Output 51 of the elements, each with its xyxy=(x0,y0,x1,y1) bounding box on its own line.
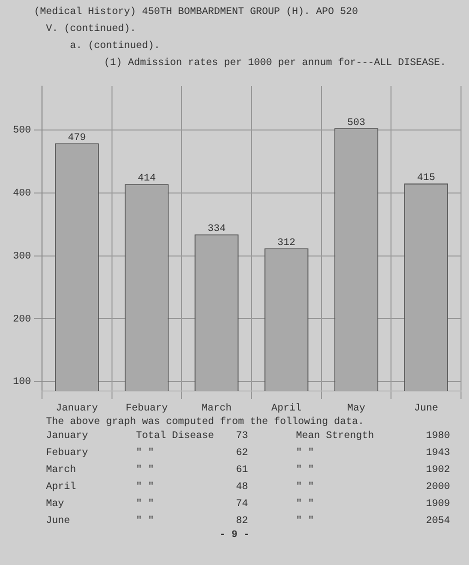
data-label: 312 xyxy=(277,238,296,249)
text: March xyxy=(46,464,78,478)
text: 73 xyxy=(236,430,250,444)
text: 1980 xyxy=(426,430,452,444)
data-label: 334 xyxy=(208,224,226,236)
text: " " xyxy=(136,446,156,461)
text: June xyxy=(46,515,72,529)
text: " " xyxy=(296,446,316,461)
chart-subtitle: V. (continued). a. (continued). (1) Admission rates per 1000 per annum for---ALL DISEASE. xyxy=(45,22,448,71)
text: 1902 xyxy=(426,464,452,478)
y-tick-label: 300 xyxy=(12,251,32,262)
text: " " xyxy=(296,514,316,529)
text: April xyxy=(46,480,78,495)
text: - 9 - xyxy=(218,530,250,541)
x-tick-label: June xyxy=(414,404,438,415)
x-tick-label: April xyxy=(271,402,302,415)
y-tick-label: 400 xyxy=(12,188,32,200)
text: 82 xyxy=(236,515,250,529)
text: 62 xyxy=(236,447,250,461)
data-label: 479 xyxy=(68,132,86,144)
text: 1909 xyxy=(426,498,452,512)
text: 1943 xyxy=(426,447,452,461)
text: 2000 xyxy=(426,481,452,495)
text: 48 xyxy=(236,481,250,495)
y-tick-label: 200 xyxy=(12,314,32,326)
text: 61 xyxy=(236,464,250,478)
text: 2054 xyxy=(426,515,452,529)
text: The above graph was computed from the following data. xyxy=(45,417,366,428)
text: Febuary xyxy=(46,446,90,461)
text: " " xyxy=(136,498,156,512)
text: " " xyxy=(296,480,316,495)
text: 74 xyxy=(236,498,250,512)
chart-title: (Medical History) 450TH BOMBARDMENT GROUP (H). APO 520 xyxy=(34,6,360,20)
text: " " xyxy=(136,464,156,478)
x-tick-label: January xyxy=(56,404,98,415)
text: January xyxy=(46,430,90,444)
text: " " xyxy=(296,464,316,478)
x-tick-label: Febuary xyxy=(126,402,168,415)
data-label: 503 xyxy=(347,118,366,129)
y-tick-label: 500 xyxy=(12,126,32,137)
x-tick-label: May xyxy=(347,404,366,415)
data-label: 414 xyxy=(138,174,156,185)
text: Mean Strength xyxy=(296,430,376,444)
text: " " xyxy=(296,498,316,512)
text: " " xyxy=(136,480,156,495)
y-tick-label: 100 xyxy=(12,377,32,388)
text: Total Disease xyxy=(136,430,216,444)
x-tick-label: March xyxy=(202,402,232,415)
text: May xyxy=(46,498,66,512)
data-label: 415 xyxy=(417,173,436,184)
text: " " xyxy=(136,514,156,529)
